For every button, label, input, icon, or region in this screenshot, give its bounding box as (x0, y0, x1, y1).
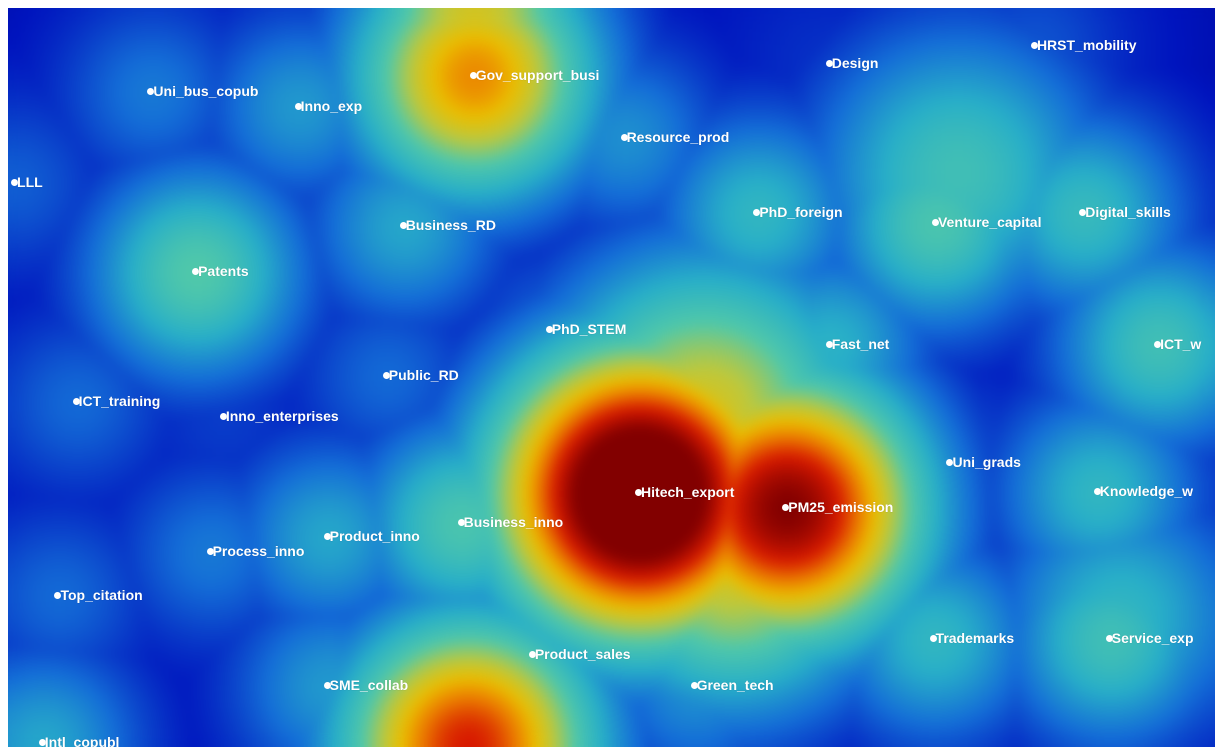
point-marker (1093, 487, 1101, 495)
point-marker (620, 134, 628, 142)
point-label: Service_exp (1111, 630, 1194, 647)
point-marker (690, 681, 698, 689)
point-label: ICT_w (1160, 335, 1202, 352)
point-label: Inno_enterprises (225, 407, 339, 424)
point-label: Fast_net (831, 335, 890, 352)
point-label: HRST_mobility (1036, 36, 1137, 53)
point-label: Digital_skills (1085, 203, 1171, 220)
point-marker (1154, 340, 1162, 348)
point-label: Resource_prod (626, 129, 730, 146)
point-marker (528, 650, 536, 658)
point-marker (1030, 41, 1038, 49)
point-label: Top_citation (60, 586, 143, 603)
point-label: PhD_STEM (551, 320, 627, 337)
point-marker (382, 371, 390, 379)
point-label: Knowledge_w (1099, 482, 1194, 499)
point-label: Trademarks (935, 630, 1015, 647)
point-label: ICT_training (78, 393, 161, 410)
point-marker (931, 219, 939, 227)
point-label: Intl_copubl (44, 733, 120, 747)
point-label: Design (831, 55, 879, 72)
point-marker (399, 222, 407, 230)
point-label: Process_inno (212, 543, 305, 560)
point-label: Product_inno (329, 527, 420, 544)
point-label: Public_RD (388, 366, 459, 383)
point-marker (147, 87, 155, 95)
point-marker (192, 268, 200, 276)
point-label: Gov_support_busi (475, 66, 600, 83)
point-label: Patents (198, 263, 249, 280)
point-marker (469, 71, 477, 79)
point-marker (38, 738, 46, 746)
point-label: LLL (17, 173, 43, 190)
point-label: Green_tech (696, 676, 774, 693)
point-label: PhD_foreign (759, 203, 843, 220)
point-marker (54, 591, 62, 599)
point-marker (323, 681, 331, 689)
density-heatmap (8, 8, 1215, 747)
point-label: Business_RD (405, 217, 496, 234)
point-marker (323, 532, 331, 540)
point-label: PM25_emission (788, 498, 894, 515)
point-marker (294, 102, 302, 110)
point-marker (753, 208, 761, 216)
point-marker (929, 635, 937, 643)
point-marker (457, 519, 465, 527)
point-marker (825, 340, 833, 348)
point-label: SME_collab (329, 676, 409, 693)
point-marker (11, 178, 19, 186)
point-marker (545, 325, 553, 333)
point-label: Uni_grads (952, 454, 1021, 471)
point-marker (1105, 635, 1113, 643)
point-label: Hitech_export (641, 484, 735, 501)
point-label: Uni_bus_copub (153, 82, 259, 99)
point-marker (1079, 208, 1087, 216)
point-marker (219, 412, 227, 420)
point-marker (72, 398, 80, 406)
point-labels-layer: HRST_mobility Design Gov_support_busi Uni_b… (8, 8, 1215, 747)
point-label: Business_inno (463, 514, 564, 531)
point-marker (825, 60, 833, 68)
point-label: Venture_capital (937, 214, 1042, 231)
point-label: Product_sales (534, 645, 631, 662)
point-marker (635, 489, 643, 497)
point-label: Inno_exp (300, 97, 363, 114)
point-marker (782, 503, 790, 511)
point-marker (946, 459, 954, 467)
point-marker (206, 548, 214, 556)
